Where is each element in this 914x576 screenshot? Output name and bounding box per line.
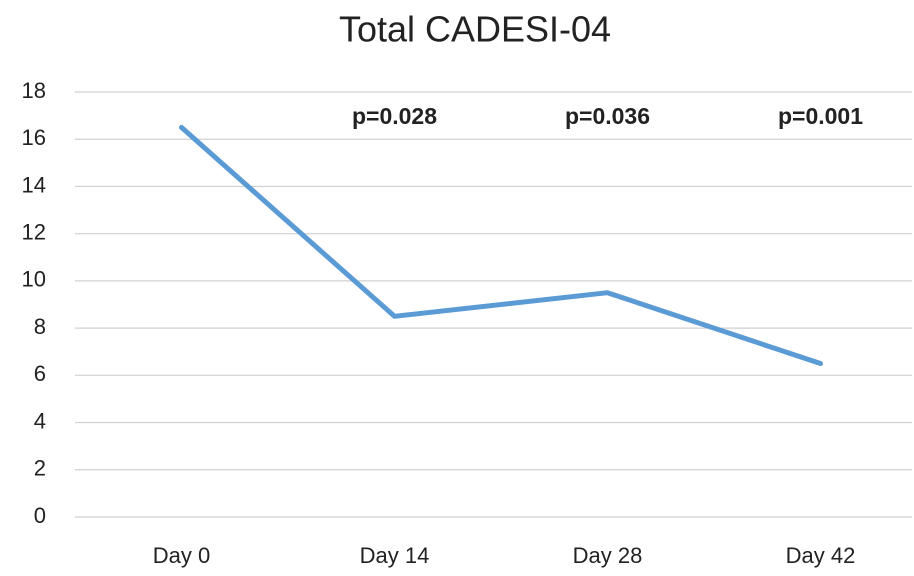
line-series: [179, 124, 823, 367]
chart-title: Total CADESI-04: [339, 9, 611, 50]
y-tick-label: 14: [22, 172, 46, 197]
y-tick-label: 2: [34, 456, 46, 481]
x-tick-label: Day 28: [573, 543, 643, 568]
annotation: p=0.036: [565, 103, 650, 129]
x-tick-label: Day 0: [153, 543, 210, 568]
annotation: p=0.028: [352, 103, 437, 129]
y-tick-label: 8: [34, 314, 46, 339]
y-tick-label: 18: [22, 78, 46, 103]
y-tick-label: 10: [22, 267, 46, 292]
y-tick-label: 6: [34, 361, 46, 386]
x-tick-label: Day 42: [786, 543, 856, 568]
annotation: p=0.001: [778, 103, 863, 129]
y-tick-label: 16: [22, 125, 46, 150]
y-tick-label: 0: [34, 503, 46, 528]
y-tick-label: 12: [22, 219, 46, 244]
x-tick-label: Day 14: [360, 543, 430, 568]
y-tick-label: 4: [34, 408, 46, 433]
